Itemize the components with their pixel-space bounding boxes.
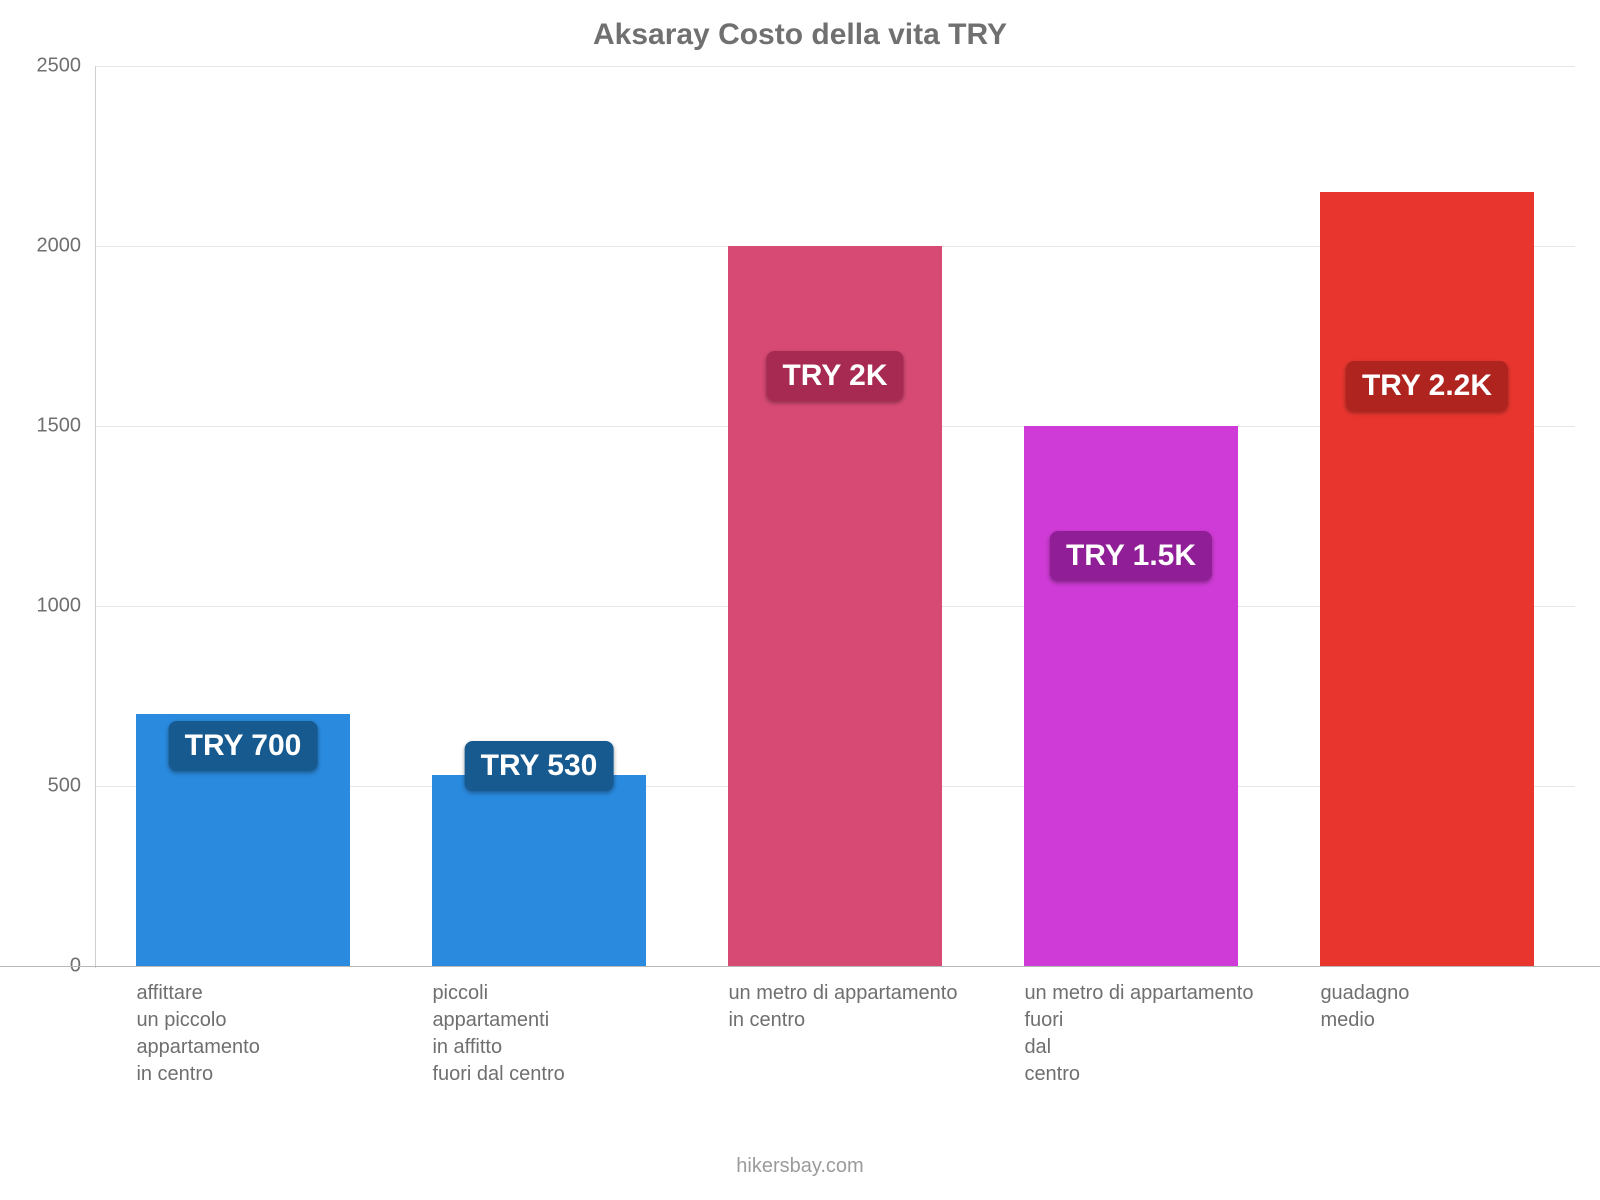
y-tick-label: 2500	[37, 55, 96, 78]
x-axis-baseline	[0, 966, 1600, 967]
bar: TRY 2.2K	[1320, 192, 1533, 966]
value-badge: TRY 2K	[766, 351, 903, 401]
value-badge: TRY 530	[465, 741, 614, 791]
bar: TRY 530	[432, 775, 645, 966]
value-badge: TRY 700	[169, 721, 318, 771]
bar: TRY 2K	[728, 246, 941, 966]
chart-title: Aksaray Costo della vita TRY	[0, 18, 1600, 52]
bars-layer: TRY 700 TRY 530 TRY 2K TRY 1.5K TRY 2.2K	[95, 66, 1575, 966]
y-tick-label: 2000	[37, 235, 96, 258]
credit-text: hikersbay.com	[0, 1155, 1600, 1178]
cost-of-living-chart: Aksaray Costo della vita TRY 05001000150…	[0, 0, 1600, 1200]
y-tick-label: 1500	[37, 415, 96, 438]
bar: TRY 1.5K	[1024, 426, 1237, 966]
x-tick-label: piccoli appartamenti in affitto fuori da…	[432, 980, 564, 1088]
plot-area: 05001000150020002500 TRY 700TRY 530TRY 2…	[95, 66, 1575, 966]
y-tick-label: 500	[48, 775, 95, 798]
x-tick-label: guadagno medio	[1320, 980, 1409, 1034]
x-tick-label: affittare un piccolo appartamento in cen…	[136, 980, 259, 1088]
value-badge: TRY 2.2K	[1346, 361, 1508, 411]
bar: TRY 700	[136, 714, 349, 966]
y-tick-label: 1000	[37, 595, 96, 618]
x-tick-label: un metro di appartamento fuori dal centr…	[1024, 980, 1253, 1088]
x-tick-label: un metro di appartamento in centro	[728, 980, 957, 1034]
value-badge: TRY 1.5K	[1050, 531, 1212, 581]
